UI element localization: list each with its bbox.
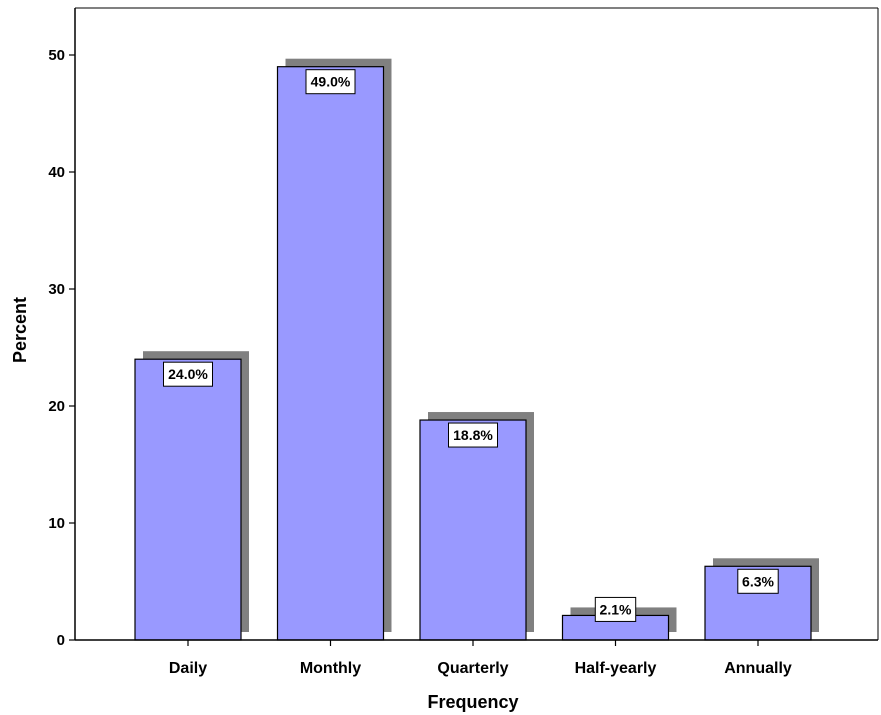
data-label-box xyxy=(163,361,213,387)
y-tick-label: 40 xyxy=(48,164,65,181)
y-ticks: 0 10 20 30 40 50 xyxy=(48,47,75,649)
data-label-box xyxy=(737,568,779,594)
y-tick-label: 30 xyxy=(48,281,65,298)
x-tick-label-half-yearly: Half-yearly xyxy=(575,660,657,677)
y-tick-label: 20 xyxy=(48,398,65,415)
x-tick-label-monthly: Monthly xyxy=(300,660,361,677)
x-tick-label-daily: Daily xyxy=(169,660,207,677)
x-tick-label-annually: Annually xyxy=(724,660,792,677)
data-labels: 24.0% 49.0% 18.8% 2.1% 6.3% xyxy=(163,69,779,622)
data-label-box xyxy=(448,422,498,448)
data-label-annually: 6.3% xyxy=(742,573,774,589)
bar-daily xyxy=(134,358,242,641)
y-tick-label: 10 xyxy=(48,515,65,532)
y-axis-title: Percent xyxy=(10,297,30,363)
data-label-monthly: 49.0% xyxy=(311,74,351,90)
bars xyxy=(134,66,812,641)
x-tick-label-quarterly: Quarterly xyxy=(437,660,508,677)
bar-monthly xyxy=(276,66,385,641)
x-axis-title: Frequency xyxy=(427,692,518,712)
data-label-quarterly: 18.8% xyxy=(453,427,493,443)
data-label-half-yearly: 2.1% xyxy=(600,601,632,617)
y-tick-label: 0 xyxy=(57,632,65,649)
x-ticks: Daily Monthly Quarterly Half-yearly Annually xyxy=(169,640,792,677)
bar-quarterly xyxy=(419,419,527,641)
data-label-box xyxy=(594,596,637,622)
plot-frame xyxy=(74,7,879,641)
data-label-box xyxy=(305,69,356,95)
y-tick-label: 50 xyxy=(48,47,65,64)
data-label-daily: 24.0% xyxy=(168,366,208,382)
